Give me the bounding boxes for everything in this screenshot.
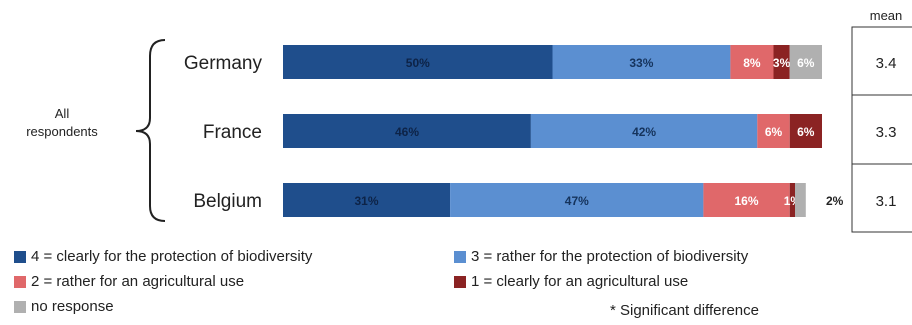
means-frame [851, 26, 912, 233]
bars-group: Germany 50% 33% 8% 3% 6% France 46% 42% 6% 6% Belgi… [184, 45, 844, 217]
mean-header: mean [870, 8, 903, 23]
legend-item-4: 4 = clearly for the protection of biodiv… [14, 248, 312, 265]
legend-swatch-1 [454, 275, 466, 288]
category-label: Belgium [193, 191, 262, 212]
data-label: 2% [826, 194, 844, 208]
data-label: 31% [354, 194, 378, 208]
means-table: 3.4 3.3 3.1 [851, 26, 912, 233]
data-label: 3% [773, 56, 791, 70]
stacked-bar-chart: All respondents mean Germany 50% 33% 8% 3% 6%… [26, 8, 912, 233]
mean-value: 3.4 [876, 55, 897, 72]
bar-segment [283, 183, 451, 217]
bar-segment [283, 114, 531, 148]
bar-segment [757, 114, 790, 148]
data-label: 47% [565, 194, 589, 208]
legend-swatch-2 [14, 275, 26, 288]
bar-segment [795, 183, 806, 217]
data-label: 42% [632, 125, 656, 139]
bar-segment [552, 45, 731, 79]
legend-label-no-response: no response [31, 298, 114, 315]
bar-segment [789, 45, 822, 79]
legend-item-2: 2 = rather for an agricultural use [14, 273, 244, 290]
legend-swatch-3 [454, 250, 466, 263]
data-label: 8% [743, 56, 761, 70]
bar-segment [450, 183, 704, 217]
data-label: 50% [406, 56, 430, 70]
legend-item-no-response: no response [14, 298, 114, 315]
legend-item-1: 1 = clearly for an agricultural use [454, 273, 688, 290]
data-label: 6% [797, 56, 815, 70]
legend-swatch-no-response [14, 300, 26, 313]
bar-segment [730, 45, 774, 79]
legend-label-2: 2 = rather for an agricultural use [31, 273, 245, 290]
data-label: 6% [765, 125, 783, 139]
legend-swatch-4 [14, 250, 26, 263]
bar-segment [703, 183, 790, 217]
group-brace [135, 39, 166, 222]
data-label: 46% [395, 125, 419, 139]
data-label: 16% [734, 194, 758, 208]
data-label: 6% [797, 125, 815, 139]
data-label: 33% [629, 56, 653, 70]
legend-label-1: 1 = clearly for an agricultural use [471, 273, 689, 290]
mean-value: 3.3 [876, 124, 897, 141]
category-label: France [203, 122, 262, 143]
bar-segment [773, 45, 790, 79]
bar-segment [789, 114, 822, 148]
legend-label-4: 4 = clearly for the protection of biodiv… [31, 248, 313, 265]
bar-segment [530, 114, 758, 148]
bar-segment [789, 183, 796, 217]
bar-segment [283, 45, 553, 79]
category-label: Germany [184, 53, 263, 74]
group-label-line-2: respondents [26, 124, 98, 139]
legend-label-3: 3 = rather for the protection of biodive… [471, 248, 749, 265]
mean-value: 3.1 [876, 193, 897, 210]
legend-item-3: 3 = rather for the protection of biodive… [454, 248, 748, 265]
footnote: * Significant difference [610, 302, 759, 319]
group-label-line-1: All [55, 106, 70, 121]
